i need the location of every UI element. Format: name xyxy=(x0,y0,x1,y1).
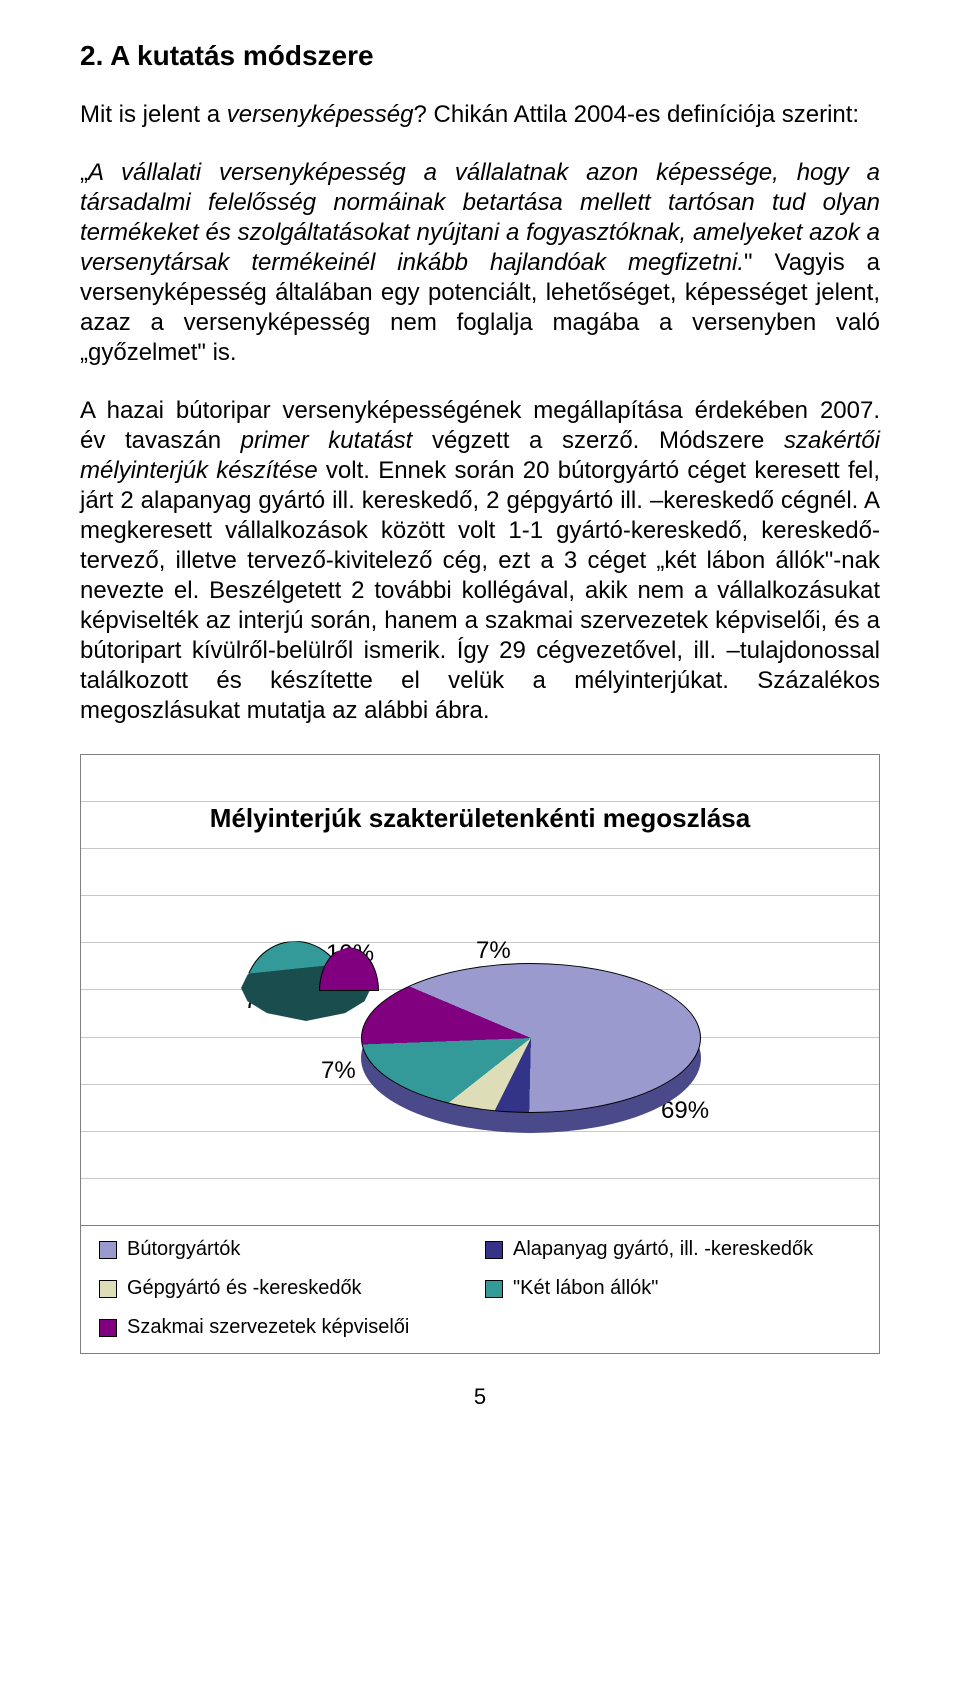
intro-text: Mit is jelent a xyxy=(80,101,227,128)
pie-top xyxy=(361,963,701,1113)
legend: Bútorgyártók Alapanyag gyártó, ill. -ker… xyxy=(81,1225,879,1353)
quote-paragraph: „A vállalati versenyképesség a vállalatn… xyxy=(80,158,880,368)
page-number: 5 xyxy=(80,1384,880,1410)
method-paragraph: A hazai bútoripar versenyképességének me… xyxy=(80,396,880,726)
legend-label: Szakmai szervezetek képviselői xyxy=(127,1316,409,1339)
pie-area: 10% 7% 7% 7% 69% xyxy=(81,925,879,1155)
legend-swatch xyxy=(99,1319,117,1337)
legend-swatch xyxy=(99,1241,117,1259)
legend-swatch xyxy=(485,1241,503,1259)
intro-end: ? Chikán Attila 2004-es definíciója szer… xyxy=(414,101,860,128)
chart-body: Mélyinterjúk szakterületenkénti megoszlá… xyxy=(81,755,879,1225)
legend-item: Alapanyag gyártó, ill. -kereskedők xyxy=(485,1238,861,1261)
legend-item: Gépgyártó és -kereskedők xyxy=(99,1277,475,1300)
slice-label-7c: 7% xyxy=(321,1057,356,1085)
chart-frame: Mélyinterjúk szakterületenkénti megoszlá… xyxy=(80,754,880,1354)
grid-row xyxy=(81,1179,879,1225)
intro-paragraph: Mit is jelent a versenyképesség? Chikán … xyxy=(80,100,880,130)
legend-item: "Két lábon állók" xyxy=(485,1277,861,1300)
legend-item: Szakmai szervezetek képviselői xyxy=(99,1316,475,1339)
pie-main xyxy=(361,963,701,1113)
pie-exploded-slices xyxy=(241,941,371,1007)
p3c: volt. Ennek során 20 bútorgyártó céget k… xyxy=(80,457,880,724)
intro-term: versenyképesség xyxy=(227,101,414,128)
legend-label: Alapanyag gyártó, ill. -kereskedők xyxy=(513,1238,813,1261)
legend-label: Gépgyártó és -kereskedők xyxy=(127,1277,362,1300)
legend-swatch xyxy=(485,1280,503,1298)
legend-label: Bútorgyártók xyxy=(127,1238,240,1261)
section-heading: 2. A kutatás módszere xyxy=(80,40,880,72)
p3i1: primer kutatást xyxy=(241,427,413,454)
p3b: végzett a szerző. Módszere xyxy=(412,427,784,454)
grid-row xyxy=(81,849,879,896)
legend-swatch xyxy=(99,1280,117,1298)
grid-row xyxy=(81,755,879,802)
slice-label-7a: 7% xyxy=(476,937,511,965)
legend-label: "Két lábon állók" xyxy=(513,1277,658,1300)
chart-title: Mélyinterjúk szakterületenkénti megoszlá… xyxy=(81,803,879,834)
legend-item: Bútorgyártók xyxy=(99,1238,475,1261)
